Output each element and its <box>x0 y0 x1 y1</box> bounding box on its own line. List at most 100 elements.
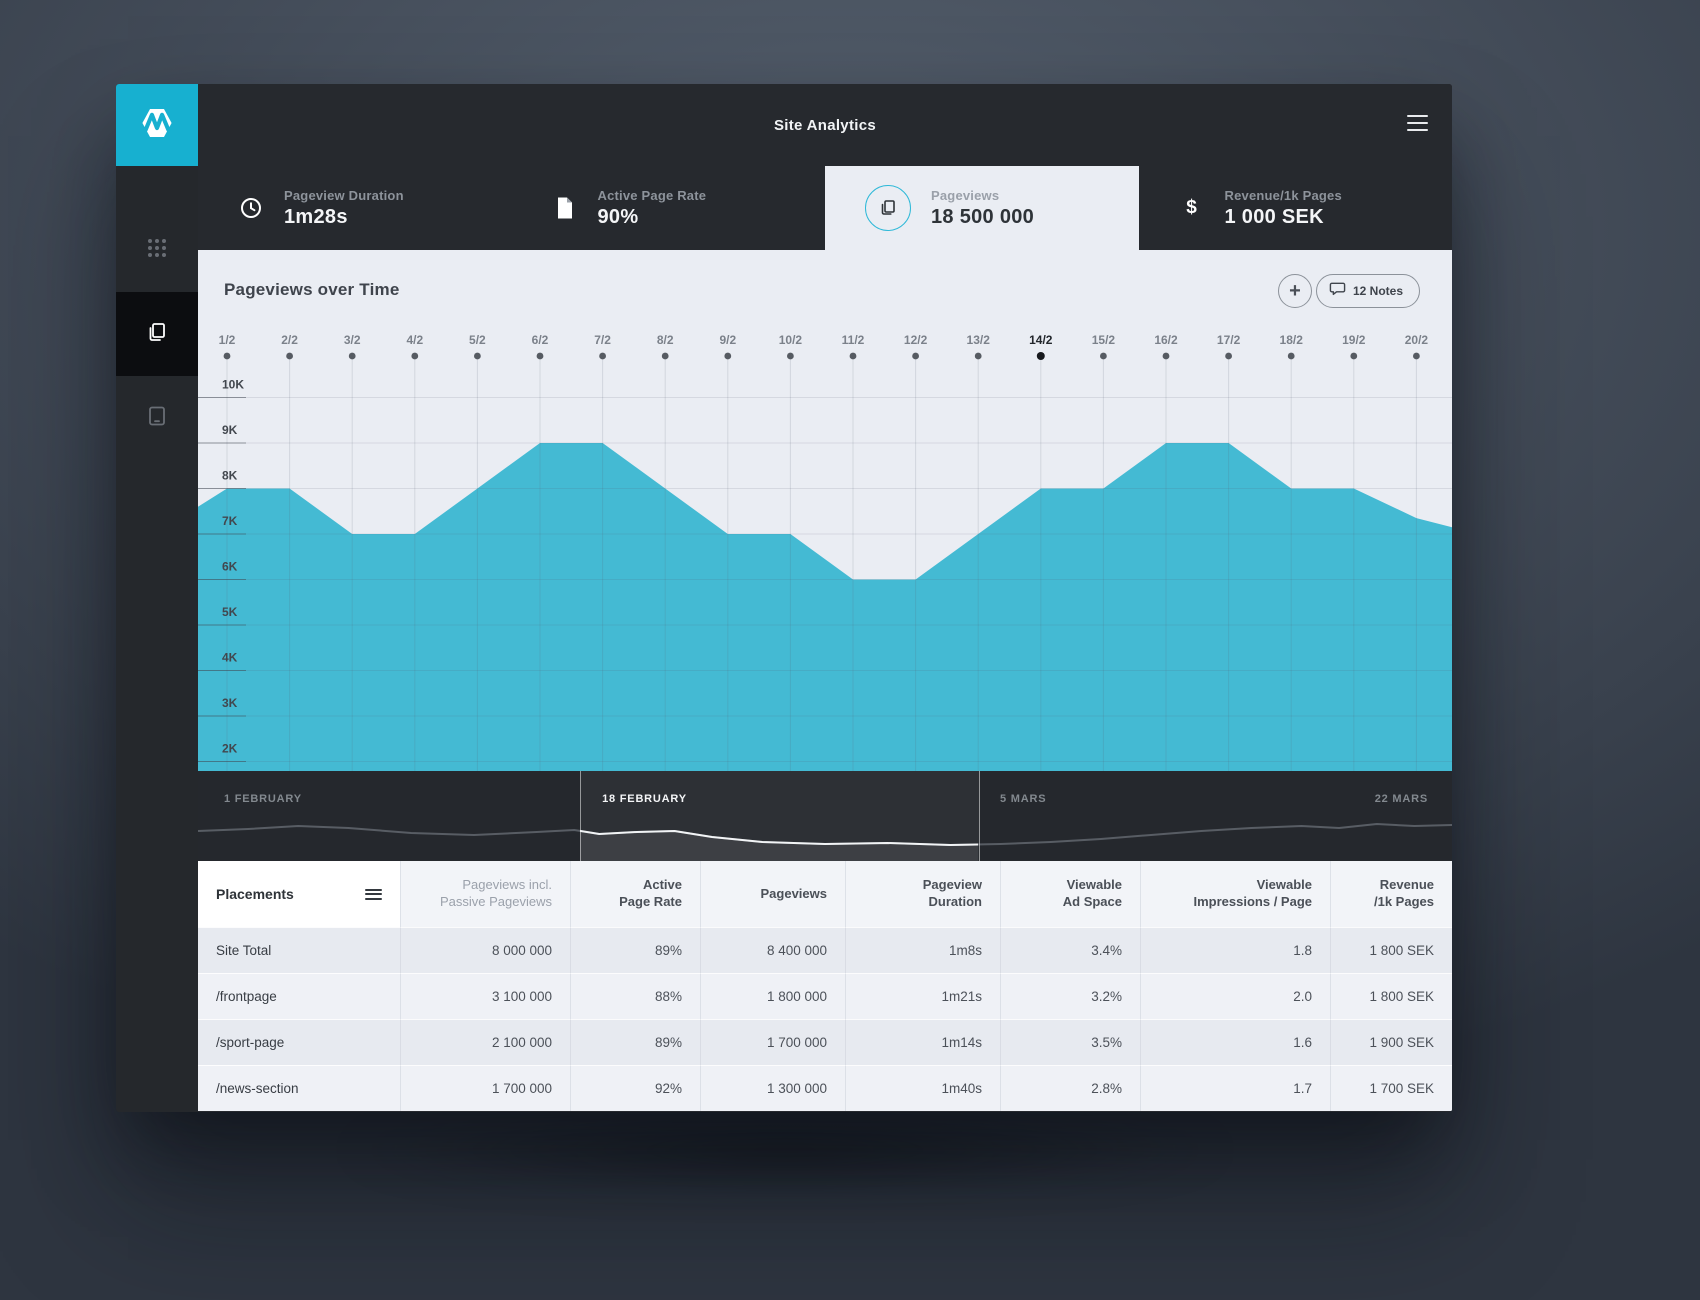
placements-header[interactable]: Placements <box>198 861 400 927</box>
x-axis-label: 16/2 <box>1154 333 1178 347</box>
x-axis-label: 15/2 <box>1092 333 1116 347</box>
timeline-label: 5 MARS <box>999 793 1047 805</box>
pages-icon <box>865 185 911 231</box>
add-note-button[interactable]: + <box>1278 274 1312 308</box>
pages-icon <box>146 321 168 348</box>
kpi-tab-pageviews[interactable]: Pageviews 18 500 000 <box>825 166 1139 250</box>
area-series <box>198 443 1452 771</box>
value-cell: 89% <box>570 927 700 973</box>
date-dot[interactable] <box>724 352 732 360</box>
value-cell: 3.4% <box>1000 927 1140 973</box>
date-dot[interactable] <box>223 352 231 360</box>
y-axis-label: 7K <box>222 514 238 528</box>
kpi-tab-revenue-1k-pages[interactable]: $ Revenue/1k Pages 1 000 SEK <box>1139 166 1453 250</box>
value-cell: 3 100 000 <box>400 973 570 1019</box>
value-cell: 1 300 000 <box>700 1065 845 1111</box>
kpi-label: Revenue/1k Pages <box>1224 187 1342 203</box>
value-cell: 3.2% <box>1000 973 1140 1019</box>
column-header[interactable]: Viewable Ad Space <box>1000 861 1140 927</box>
date-dot[interactable] <box>912 352 919 360</box>
x-axis-label: 9/2 <box>719 333 736 347</box>
date-dot[interactable] <box>974 352 982 360</box>
value-cell: 8 400 000 <box>700 927 845 973</box>
date-dot[interactable] <box>1413 352 1420 360</box>
table-row--frontpage[interactable]: /frontpage 3 100 000 88% 1 800 000 1m21s 3.2%… <box>198 973 1452 1019</box>
x-axis-label: 2/2 <box>281 333 298 347</box>
date-dot[interactable] <box>348 352 356 360</box>
notes-button[interactable]: 12 Notes <box>1315 274 1420 308</box>
y-axis-label: 4K <box>222 651 238 665</box>
timeline-scrubber[interactable]: 1 FEBRUARY 18 FEBRUARY 5 MARS 22 MARS <box>198 771 1452 861</box>
value-cell: 1m21s <box>845 973 1000 1019</box>
date-dot[interactable] <box>1100 352 1107 360</box>
pulse-hexagon-logo-icon <box>131 97 183 154</box>
value-cell: 1 800 SEK <box>1330 927 1452 973</box>
column-header[interactable]: Pageviews incl. Passive Pageviews <box>400 861 570 927</box>
date-dot[interactable] <box>474 352 481 360</box>
app-logo[interactable] <box>116 84 198 166</box>
y-axis-label: 6K <box>222 560 238 574</box>
kpi-value: 18 500 000 <box>931 205 1035 228</box>
column-header[interactable]: Viewable Impressions / Page <box>1140 861 1330 927</box>
sidebar-item-devices[interactable] <box>116 376 198 460</box>
placements-header-label: Placements <box>216 885 294 902</box>
date-dot[interactable] <box>411 352 419 360</box>
y-axis-label: 10K <box>222 378 244 392</box>
date-dot[interactable] <box>787 352 794 360</box>
column-header[interactable]: Pageview Duration <box>845 861 1000 927</box>
x-axis-label: 3/2 <box>344 333 361 347</box>
chart-panel: Pageviews over Time + 12 Notes 10K 9K 8K 7K… <box>198 250 1452 771</box>
x-axis-label: 8/2 <box>657 333 674 347</box>
date-dot[interactable] <box>599 352 606 360</box>
y-axis-label: 3K <box>222 696 238 710</box>
plus-icon: + <box>1289 279 1301 302</box>
clock-icon <box>238 196 264 220</box>
grid-icon <box>146 237 168 264</box>
x-axis-label: 5/2 <box>469 333 486 347</box>
date-dot[interactable] <box>1225 352 1232 360</box>
value-cell: 1m14s <box>845 1019 1000 1065</box>
hamburger-icon[interactable] <box>365 888 382 900</box>
page-icon <box>552 196 578 220</box>
x-axis-label: 13/2 <box>967 333 991 347</box>
date-dot[interactable] <box>286 352 293 360</box>
hamburger-icon[interactable] <box>1407 115 1428 131</box>
x-axis-label: 18/2 <box>1280 333 1304 347</box>
table-body: Site Total 8 000 000 89% 8 400 000 1m8s 3.4% 1… <box>198 927 1452 1111</box>
topbar: Site Analytics <box>198 84 1452 166</box>
value-cell: 1 700 000 <box>400 1065 570 1111</box>
page-title: Site Analytics <box>773 116 876 134</box>
value-cell: 1.8 <box>1140 927 1330 973</box>
y-axis-label: 5K <box>222 605 238 619</box>
kpi-value: 1 000 SEK <box>1224 205 1324 228</box>
sparkline-bright <box>580 829 978 846</box>
column-header[interactable]: Active Page Rate <box>570 861 700 927</box>
value-cell: 1 800 SEK <box>1330 973 1452 1019</box>
date-dot[interactable] <box>536 352 544 360</box>
timeline-label: 22 MARS <box>1374 793 1428 805</box>
date-dot[interactable] <box>1350 352 1358 360</box>
value-cell: 1m8s <box>845 927 1000 973</box>
kpi-label: Pageviews <box>931 187 1000 203</box>
x-axis-label: 6/2 <box>532 333 549 347</box>
sidebar-item-pages[interactable] <box>116 292 198 376</box>
table-row--sport-page[interactable]: /sport-page 2 100 000 89% 1 700 000 1m14s 3.5… <box>198 1019 1452 1065</box>
date-dot[interactable] <box>1287 352 1295 360</box>
table-row-site-total[interactable]: Site Total 8 000 000 89% 8 400 000 1m8s 3.4% 1… <box>198 927 1452 973</box>
kpi-tab-active-page-rate[interactable]: Active Page Rate 90% <box>512 166 826 250</box>
value-cell: 1 700 000 <box>700 1019 845 1065</box>
column-header[interactable]: Revenue /1k Pages <box>1330 861 1452 927</box>
date-dot[interactable] <box>1036 352 1045 360</box>
date-dot[interactable] <box>1162 352 1170 360</box>
timeline-selected-window[interactable] <box>580 771 980 861</box>
table-row--news-section[interactable]: /news-section 1 700 000 92% 1 300 000 1m40s 2… <box>198 1065 1452 1111</box>
column-header[interactable]: Pageviews <box>700 861 845 927</box>
sidebar-item-dashboard[interactable] <box>116 208 198 292</box>
value-cell: 89% <box>570 1019 700 1065</box>
timeline-label: 1 FEBRUARY <box>224 793 302 805</box>
y-axis-label: 2K <box>222 742 238 756</box>
kpi-tab-pageview-duration[interactable]: Pageview Duration 1m28s <box>198 166 512 250</box>
value-cell: 3.5% <box>1000 1019 1140 1065</box>
date-dot[interactable] <box>661 352 669 360</box>
date-dot[interactable] <box>849 352 857 360</box>
